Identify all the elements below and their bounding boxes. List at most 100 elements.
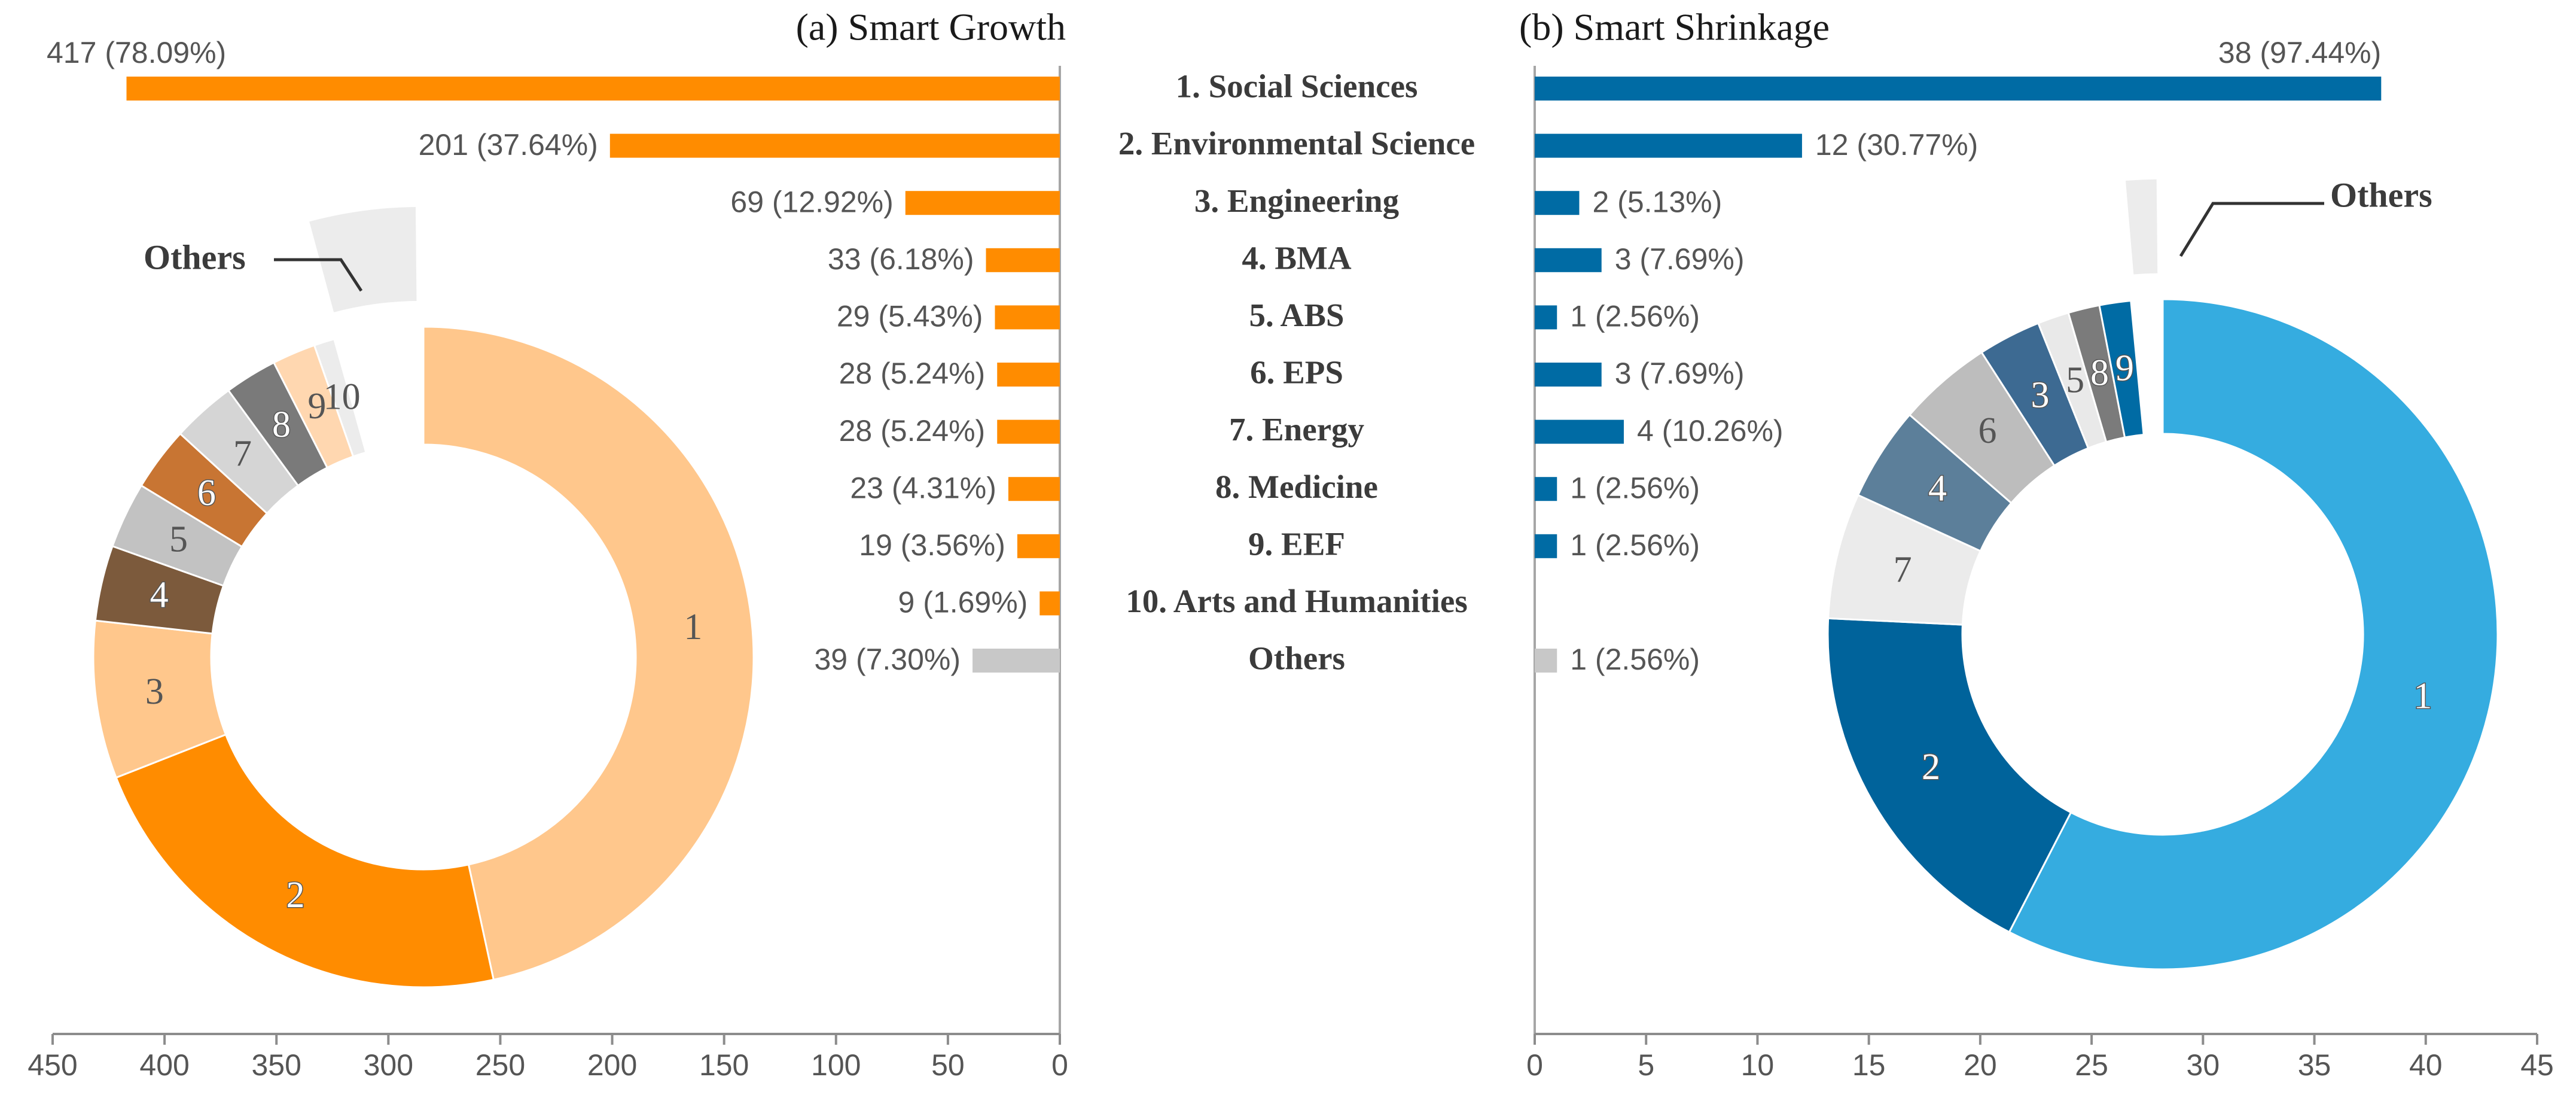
category-label-9: 9. EEF (1248, 525, 1345, 562)
left-bar-6 (997, 363, 1060, 387)
left-value-label-8: 23 (4.31%) (850, 471, 996, 504)
category-label-5: 5. ABS (1249, 297, 1345, 333)
right-value-label-7: 4 (10.26%) (1637, 414, 1784, 448)
category-label-2: 2. Environmental Science (1118, 125, 1475, 162)
left-value-label-9: 19 (3.56%) (859, 528, 1005, 562)
donut-label-5: 5 (169, 519, 188, 559)
left-bar-10 (1039, 591, 1060, 616)
right-tick-label-25: 25 (2075, 1048, 2108, 1082)
right-bar-2 (1535, 133, 1802, 158)
donut-segment-10 (313, 337, 367, 458)
donut-label-10: 10 (324, 377, 361, 418)
right-value-label-3: 2 (5.13%) (1592, 185, 1722, 218)
left-bar-5 (995, 305, 1060, 330)
others-annotation-left: Others (144, 238, 246, 276)
right-tick-label-5: 5 (1638, 1048, 1654, 1082)
donut-segment-1 (2008, 298, 2499, 971)
donut-segment-2 (1827, 617, 2072, 933)
others-leader-right (2179, 202, 2324, 257)
right-bar-4 (1535, 248, 1602, 272)
left-value-label-11: 39 (7.30%) (814, 643, 961, 676)
right-tick-label-15: 15 (1852, 1048, 1886, 1082)
right-bar-8 (1535, 477, 1557, 501)
left-tick-label-100: 100 (811, 1048, 861, 1082)
donut-label-6: 6 (197, 473, 216, 513)
donut-label-3: 3 (2031, 375, 2049, 415)
right-value-label-4: 3 (7.69%) (1615, 242, 1745, 276)
left-tick-label-450: 450 (28, 1048, 77, 1082)
right-tick-label-45: 45 (2520, 1048, 2554, 1082)
left-value-label-2: 201 (37.64%) (419, 128, 598, 162)
left-tick-label-150: 150 (699, 1048, 749, 1082)
right-bar-1 (1535, 77, 2382, 101)
right-value-label-6: 3 (7.69%) (1615, 357, 1745, 390)
donut-segment-2 (115, 733, 495, 988)
right-value-label-5: 1 (2.56%) (1570, 300, 1700, 333)
donut-segment-9 (2098, 299, 2145, 439)
right-panel-title: (b) Smart Shrinkage (1519, 6, 1830, 48)
left-bar-1 (126, 77, 1060, 101)
right-bar-9 (1535, 534, 1557, 558)
left-bar-9 (1017, 534, 1060, 558)
category-label-11: Others (1248, 640, 1345, 677)
category-label-10: 10. Arts and Humanities (1126, 583, 1467, 619)
category-label-3: 3. Engineering (1194, 182, 1399, 219)
right-bar-6 (1535, 363, 1602, 387)
right-tick-label-10: 10 (1741, 1048, 1775, 1082)
right-value-label-2: 12 (30.77%) (1815, 128, 1978, 162)
donut-label-2: 2 (286, 875, 305, 915)
category-label-4: 4. BMA (1242, 239, 1352, 276)
right-bar-3 (1535, 191, 1580, 215)
left-panel-title: (a) Smart Growth (796, 6, 1066, 48)
donut-label-5: 5 (2066, 360, 2084, 400)
donut-label-9: 9 (307, 386, 326, 427)
right-bar-5 (1535, 305, 1557, 330)
left-bar-8 (1008, 477, 1060, 501)
left-tick-label-200: 200 (587, 1048, 637, 1082)
donut-others-slice (307, 205, 419, 315)
donut-label-4: 4 (1928, 468, 1947, 509)
donut-label-7: 7 (233, 433, 252, 474)
left-bar-3 (905, 191, 1060, 215)
donut-others-slice (2123, 177, 2160, 276)
donut-label-4: 4 (150, 574, 169, 615)
right-tick-label-0: 0 (1526, 1048, 1543, 1082)
donut-label-1: 1 (684, 607, 702, 647)
left-tick-label-0: 0 (1051, 1048, 1068, 1082)
left-value-label-10: 9 (1.69%) (898, 586, 1028, 619)
category-label-7: 7. Energy (1229, 411, 1364, 448)
right-value-label-11: 1 (2.56%) (1570, 643, 1700, 676)
left-value-label-6: 28 (5.24%) (839, 357, 986, 390)
left-tick-label-50: 50 (931, 1048, 965, 1082)
donut-label-8: 8 (272, 404, 291, 445)
right-value-label-1: 38 (97.44%) (2218, 36, 2381, 69)
left-value-label-5: 29 (5.43%) (837, 300, 983, 333)
donut-label-6: 6 (1978, 410, 1996, 451)
donut-label-1: 1 (2413, 676, 2432, 717)
donut-label-2: 2 (1922, 747, 1940, 787)
left-bar-7 (997, 419, 1060, 444)
others-annotation-right: Others (2330, 175, 2432, 214)
left-tick-label-400: 400 (139, 1048, 189, 1082)
right-value-label-8: 1 (2.56%) (1570, 471, 1700, 504)
left-value-label-3: 69 (12.92%) (730, 185, 893, 218)
donut-label-8: 8 (2090, 352, 2109, 393)
left-tick-label-350: 350 (252, 1048, 301, 1082)
right-tick-label-40: 40 (2409, 1048, 2443, 1082)
left-tick-label-300: 300 (364, 1048, 413, 1082)
left-value-label-1: 417 (78.09%) (47, 36, 226, 69)
category-label-1: 1. Social Sciences (1176, 68, 1418, 105)
donut-label-7: 7 (1894, 550, 1912, 591)
right-value-label-9: 1 (2.56%) (1570, 528, 1700, 562)
donut-segment-1 (422, 326, 755, 981)
left-bar-11 (973, 649, 1060, 673)
left-bar-4 (986, 248, 1060, 272)
category-label-6: 6. EPS (1250, 354, 1343, 391)
left-value-label-7: 28 (5.24%) (839, 414, 986, 448)
left-bar-2 (609, 133, 1060, 158)
category-label-8: 8. Medicine (1215, 469, 1378, 505)
left-tick-label-250: 250 (475, 1048, 525, 1082)
donut-label-3: 3 (145, 671, 164, 712)
right-tick-label-35: 35 (2298, 1048, 2331, 1082)
right-bar-11 (1535, 649, 1557, 673)
